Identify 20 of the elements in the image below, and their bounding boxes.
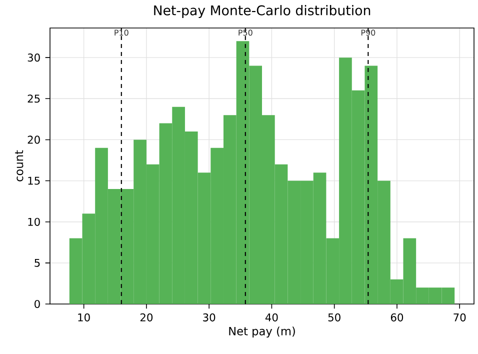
y-tick-label: 20 — [28, 136, 40, 144]
ref-line-label: P10 — [114, 30, 128, 36]
x-tick-label: 50 — [328, 313, 340, 322]
y-axis-title: count — [15, 150, 24, 182]
y-tick-label: 30 — [28, 54, 40, 62]
y-tick-label: 10 — [28, 218, 40, 226]
y-tick-label: 5 — [34, 258, 40, 267]
x-axis-title: Net pay (m) — [229, 326, 295, 338]
ref-line-label: P50 — [238, 30, 252, 36]
x-tick-label: 40 — [265, 313, 278, 322]
y-tick-label: 25 — [28, 94, 40, 103]
chart-title: Net-pay Monte-Carlo distribution — [154, 5, 370, 18]
y-tick-label: 15 — [28, 176, 40, 185]
ref-line-label: P90 — [361, 30, 376, 36]
x-tick-label: 10 — [78, 313, 90, 322]
x-tick-label: 70 — [454, 313, 466, 322]
x-tick-label: 60 — [390, 313, 404, 322]
y-tick-label: 0 — [34, 300, 40, 308]
x-tick-label: 30 — [203, 313, 216, 322]
x-tick-label: 20 — [140, 313, 153, 322]
